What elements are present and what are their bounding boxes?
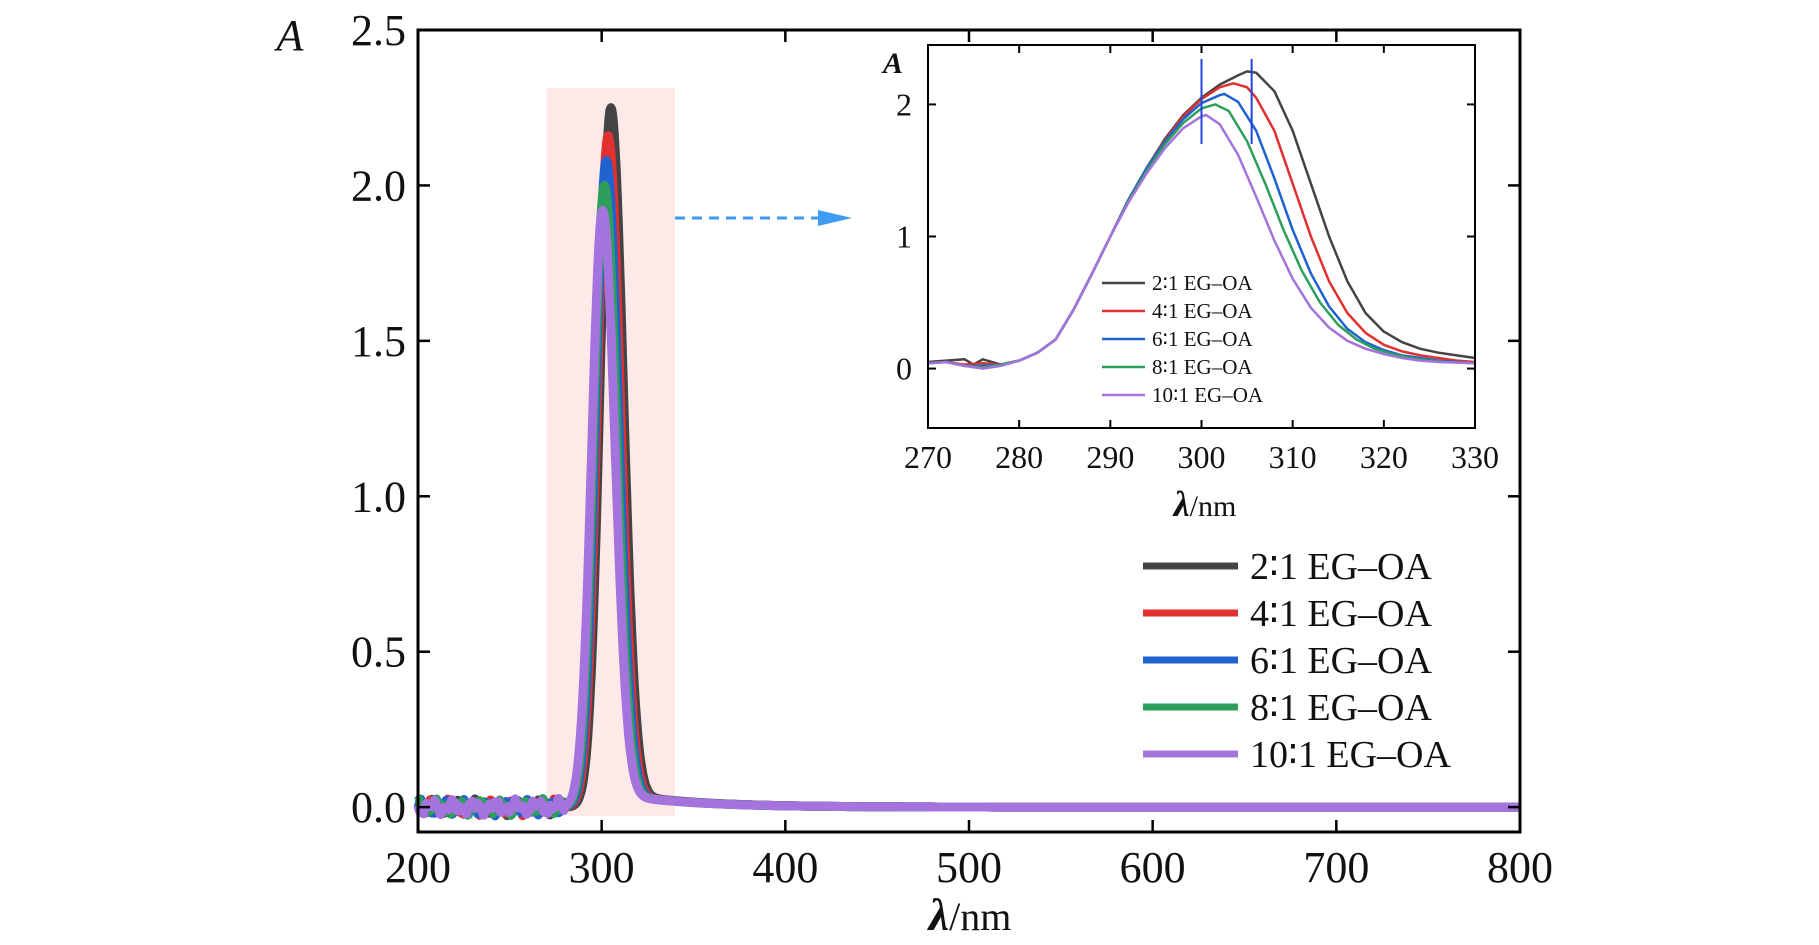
- main-x-tick-label: 800: [1487, 843, 1553, 892]
- inset-peak-markers: [1200, 59, 1253, 145]
- inset-y-tick-label: 2: [896, 86, 912, 122]
- inset-x-tick-label: 330: [1451, 439, 1499, 475]
- main-x-axis-symbol: λ: [927, 889, 949, 940]
- inset-legend-label: 2∶1 EG–OA: [1152, 271, 1253, 295]
- main-x-tick-label: 700: [1303, 843, 1369, 892]
- main-x-tick-label: 600: [1120, 843, 1186, 892]
- zoom-arrow: [675, 210, 852, 226]
- main-y-tick-label: 1.5: [351, 317, 406, 366]
- inset-axis-ticks: 270 280 290 300 310 320 330 0 1 2: [896, 45, 1499, 475]
- main-series-line: [413, 205, 1524, 820]
- main-legend-label: 6∶1 EG–OA: [1250, 640, 1432, 682]
- main-y-tick-label: 0.0: [351, 783, 406, 832]
- inset-legend-label: 6∶1 EG–OA: [1152, 327, 1253, 351]
- inset-x-axis-unit: /nm: [1190, 490, 1237, 523]
- inset-legend-label: 4∶1 EG–OA: [1152, 299, 1253, 323]
- main-legend-label: 8∶1 EG–OA: [1250, 687, 1432, 729]
- main-legend-label: 4∶1 EG–OA: [1250, 593, 1432, 635]
- inset-legend: 2∶1 EG–OA 4∶1 EG–OA 6∶1 EG–OA 8∶1 EG–OA 10∶1…: [1102, 271, 1264, 407]
- main-y-tick-label: 1.0: [351, 472, 406, 521]
- main-axis-ticks: 200 300 400 500 600 700 800 0.0 0.5 1.0 1.5 2.0 2.5: [351, 6, 1553, 892]
- inset-x-tick-label: 290: [1086, 439, 1134, 475]
- inset-y-tick-label: 0: [896, 351, 912, 387]
- main-legend: 2∶1 EG–OA 4∶1 EG–OA 6∶1 EG–OA 8∶1 EG–OA 10∶1…: [1143, 546, 1451, 776]
- inset-x-tick-label: 300: [1178, 439, 1226, 475]
- inset-legend-label: 10∶1 EG–OA: [1152, 383, 1264, 407]
- inset-x-tick-label: 320: [1360, 439, 1408, 475]
- main-x-tick-label: 200: [385, 843, 451, 892]
- inset-x-axis-label: λ/nm: [1172, 484, 1237, 524]
- inset-x-axis-symbol: λ: [1172, 484, 1190, 524]
- inset-legend-label: 8∶1 EG–OA: [1152, 355, 1253, 379]
- main-x-tick-label: 500: [936, 843, 1002, 892]
- inset-y-axis-label: A: [881, 47, 903, 80]
- inset-y-tick-label: 1: [896, 219, 912, 255]
- main-x-tick-label: 300: [569, 843, 635, 892]
- main-y-axis-label: A: [274, 11, 305, 60]
- main-y-tick-label: 0.5: [351, 628, 406, 677]
- main-x-tick-label: 400: [752, 843, 818, 892]
- main-x-axis-label: λ/nm: [927, 889, 1012, 940]
- inset-x-tick-label: 280: [995, 439, 1043, 475]
- main-curves: [413, 103, 1524, 821]
- inset-x-tick-label: 310: [1269, 439, 1317, 475]
- main-y-tick-label: 2.0: [351, 161, 406, 210]
- inset-x-tick-label: 270: [904, 439, 952, 475]
- main-legend-label: 10∶1 EG–OA: [1250, 734, 1451, 776]
- main-y-tick-label: 2.5: [351, 6, 406, 55]
- main-legend-label: 2∶1 EG–OA: [1250, 546, 1432, 588]
- main-x-axis-unit: /nm: [949, 894, 1011, 939]
